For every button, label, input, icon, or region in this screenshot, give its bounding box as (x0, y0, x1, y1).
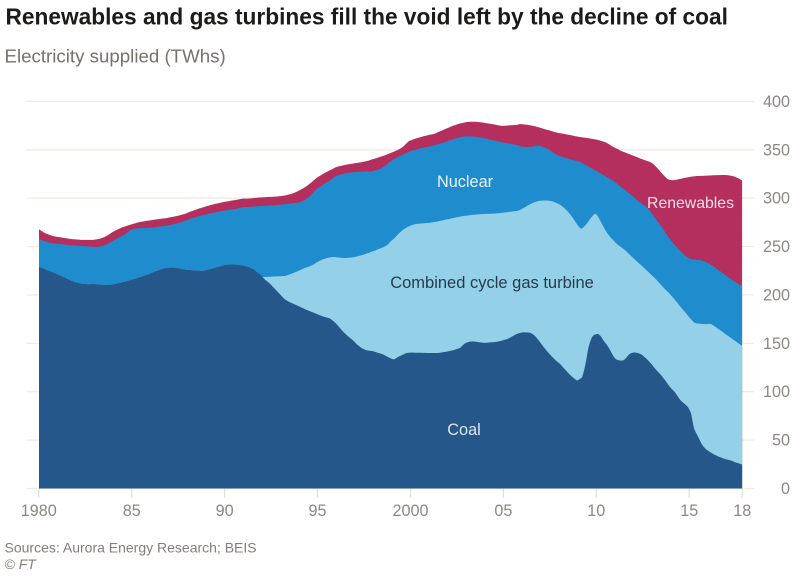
svg-text:Nuclear: Nuclear (437, 173, 494, 191)
svg-text:© FT: © FT (5, 556, 38, 572)
svg-text:Renewables: Renewables (647, 195, 734, 212)
svg-text:10: 10 (587, 502, 605, 520)
svg-text:350: 350 (763, 141, 790, 159)
svg-text:0: 0 (781, 480, 790, 498)
svg-text:2000: 2000 (392, 502, 428, 520)
svg-text:150: 150 (763, 335, 790, 353)
svg-text:200: 200 (763, 286, 790, 304)
svg-text:05: 05 (494, 502, 512, 520)
svg-text:300: 300 (763, 190, 790, 208)
svg-text:85: 85 (123, 502, 141, 520)
svg-text:250: 250 (763, 238, 790, 256)
svg-text:95: 95 (308, 502, 326, 520)
svg-text:Renewables and gas turbines fi: Renewables and gas turbines fill the voi… (6, 3, 728, 29)
svg-text:90: 90 (216, 502, 234, 520)
svg-text:400: 400 (763, 93, 790, 111)
svg-text:Combined cycle gas turbine: Combined cycle gas turbine (390, 274, 594, 292)
svg-text:50: 50 (772, 432, 790, 450)
svg-text:15: 15 (680, 502, 698, 520)
svg-text:1980: 1980 (21, 502, 57, 520)
svg-text:18: 18 (733, 502, 751, 520)
svg-text:Electricity supplied (TWhs): Electricity supplied (TWhs) (5, 46, 226, 67)
svg-text:100: 100 (763, 383, 790, 401)
svg-text:Sources: Aurora Energy Researc: Sources: Aurora Energy Research; BEIS (5, 540, 257, 556)
svg-text:Coal: Coal (447, 421, 481, 439)
